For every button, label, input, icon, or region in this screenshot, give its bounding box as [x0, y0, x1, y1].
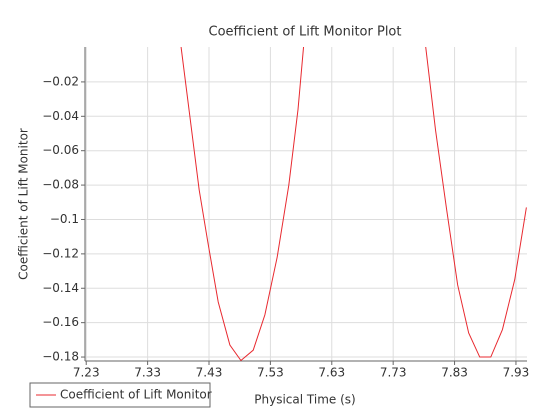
- y-tick-label: −0.16: [42, 315, 79, 329]
- y-tick-label: −0.14: [42, 281, 79, 295]
- legend-label: Coefficient of Lift Monitor: [60, 388, 212, 402]
- x-tick-label: 7.43: [196, 366, 223, 380]
- y-tick-label: −0.08: [42, 178, 79, 192]
- x-tick-label: 7.23: [73, 366, 100, 380]
- y-tick-label: −0.06: [42, 143, 79, 157]
- y-tick-label: −0.18: [42, 350, 79, 364]
- x-tick-label: 7.53: [257, 366, 284, 380]
- y-axis-label: Coefficient of Lift Monitor: [17, 128, 31, 280]
- x-tick-label: 7.93: [503, 366, 530, 380]
- chart-title: Coefficient of Lift Monitor Plot: [209, 25, 402, 40]
- x-tick-label: 7.33: [134, 366, 161, 380]
- x-tick-label: 7.73: [380, 366, 407, 380]
- data-line: [180, 47, 527, 361]
- y-tick-label: −0.1: [50, 212, 79, 226]
- y-tick-label: −0.04: [42, 109, 79, 123]
- plot-area: [85, 47, 527, 361]
- y-tick-label: −0.02: [42, 74, 79, 88]
- legend-box: [29, 382, 211, 408]
- x-axis-label: Physical Time (s): [254, 393, 355, 407]
- y-tick-label: −0.12: [42, 246, 79, 260]
- plot-lines: [180, 47, 527, 361]
- x-tick-label: 7.63: [318, 366, 345, 380]
- x-tick-label: 7.83: [441, 366, 468, 380]
